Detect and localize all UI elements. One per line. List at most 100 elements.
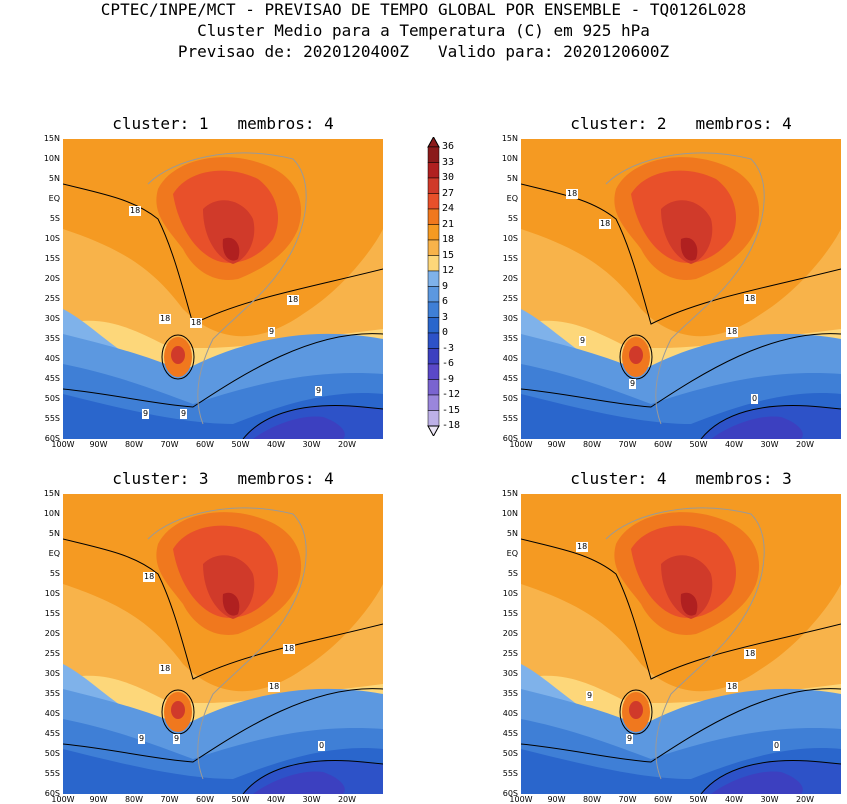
colorbar-level-label: -6 <box>442 358 455 369</box>
lon-tick-label: 100W <box>51 440 75 449</box>
lat-tick-label: 45S <box>44 729 60 738</box>
colorbar-level-label: -3 <box>442 342 455 354</box>
lat-tick-label: 15N <box>501 489 518 498</box>
lat-tick-label: 25S <box>44 294 60 303</box>
colorbar-swatch <box>427 348 440 365</box>
lat-tick-label: 15N <box>501 134 518 143</box>
lat-tick-label: 35S <box>44 334 60 343</box>
colorbar-swatch <box>427 146 440 163</box>
lat-tick-label: 55S <box>502 414 518 423</box>
lat-tick-label: 45S <box>502 729 518 738</box>
colorbar-swatch <box>427 255 440 272</box>
contour-label: 9 <box>315 386 323 396</box>
lat-tick-label: 10S <box>502 234 518 243</box>
lat-tick-label: 15S <box>502 609 518 618</box>
contour-label: 18 <box>287 295 300 305</box>
lon-tick-label: 30W <box>760 795 779 804</box>
lat-tick-label: 50S <box>502 394 518 403</box>
lat-tick-label: 40S <box>44 709 60 718</box>
lat-tick-label: 10S <box>44 234 60 243</box>
contour-label: 9 <box>268 327 276 337</box>
lon-tick-label: 20W <box>795 440 815 449</box>
lat-tick-label: 25S <box>44 649 60 658</box>
contour-label: 18 <box>283 644 296 654</box>
map-panel-4: 18 18 9 9 18 0 <box>521 494 841 794</box>
lat-tick-label: 30S <box>502 314 518 323</box>
contour-label: 18 <box>143 572 156 582</box>
lon-tick-label: 60W <box>195 440 215 449</box>
contour-label: 18 <box>159 664 172 674</box>
map-panel-2: 18 18 18 9 9 18 0 <box>521 139 841 439</box>
colorbar-swatch <box>427 363 440 380</box>
lon-tick-label: 80W <box>124 795 144 804</box>
colorbar-level-label: 33 <box>442 156 455 168</box>
contour-label: 9 <box>180 409 188 419</box>
colorbar-swatch <box>427 162 440 179</box>
lon-tick-label: 20W <box>337 795 357 804</box>
lon-tick-label: 20W <box>337 440 357 449</box>
lat-tick-label: 45S <box>44 374 60 383</box>
panel-title-4: cluster: 4 membros: 3 <box>570 469 792 488</box>
colorbar-svg <box>427 137 440 436</box>
lat-tick-label: 40S <box>44 354 60 363</box>
header-line-1: CPTEC/INPE/MCT - PREVISAO DE TEMPO GLOBA… <box>100 0 747 19</box>
lat-tick-label: 55S <box>502 769 518 778</box>
colorbar-level-label: 12 <box>442 265 455 276</box>
temperature-field-1 <box>63 139 383 439</box>
lon-tick-label: 80W <box>124 440 144 449</box>
lat-tick-label: 5N <box>48 529 60 538</box>
lat-tick-label: 60S <box>502 789 518 798</box>
contour-label: 18 <box>159 314 172 324</box>
contour-label: 18 <box>726 327 739 337</box>
lat-tick-label: EQ <box>506 194 518 203</box>
contour-label: 9 <box>173 734 181 744</box>
lon-tick-label: 40W <box>724 795 744 804</box>
temperature-field-4 <box>521 494 841 794</box>
lat-tick-label: 5S <box>49 214 60 223</box>
contour-label: 18 <box>268 682 281 692</box>
lon-tick-label: 90W <box>547 795 566 804</box>
temperature-field-2 <box>521 139 841 439</box>
colorbar-level-label: 27 <box>442 187 455 199</box>
contour-label: 9 <box>138 734 146 744</box>
lat-tick-label: 40S <box>502 354 518 363</box>
lat-tick-label: 25S <box>502 294 518 303</box>
map-panel-3: 18 18 18 9 9 18 0 <box>63 494 383 794</box>
lon-tick-label: 50W <box>689 440 708 449</box>
lat-tick-label: 15S <box>44 254 60 263</box>
colorbar-level-label: -12 <box>442 389 461 400</box>
contour-label: 18 <box>566 189 579 199</box>
lat-tick-label: 25S <box>502 649 518 658</box>
lon-tick-label: 90W <box>89 440 108 449</box>
lat-tick-label: EQ <box>48 549 60 558</box>
lon-tick-label: 40W <box>266 795 286 804</box>
lat-tick-label: 10N <box>43 509 60 518</box>
lat-tick-label: 10N <box>43 154 60 163</box>
lat-tick-label: 35S <box>502 689 518 698</box>
panel-title-3: cluster: 3 membros: 4 <box>112 469 334 488</box>
contour-label: 18 <box>129 206 142 216</box>
lon-tick-label: 30W <box>302 795 321 804</box>
contour-label: 18 <box>576 542 589 552</box>
lat-tick-label: 20S <box>44 274 60 283</box>
contour-label: 0 <box>773 741 781 751</box>
lat-tick-label: 10S <box>44 589 60 598</box>
lon-tick-label: 60W <box>653 795 673 804</box>
lat-tick-label: 40S <box>502 709 518 718</box>
colorbar-swatch <box>427 332 440 349</box>
lat-tick-label: 10N <box>501 154 518 163</box>
lat-tick-label: 5N <box>506 174 518 183</box>
colorbar-level-label: -15 <box>442 404 461 416</box>
lon-tick-label: 50W <box>231 440 250 449</box>
colorbar-level-label: 0 <box>442 327 449 338</box>
lon-tick-label: 40W <box>724 440 744 449</box>
lat-tick-label: 55S <box>44 414 60 423</box>
lat-tick-label: 5N <box>506 529 518 538</box>
lat-tick-label: 50S <box>44 749 60 758</box>
colorbar-swatch <box>427 193 440 210</box>
colorbar-swatch <box>427 239 440 256</box>
lon-tick-label: 20W <box>795 795 815 804</box>
contour-label: 9 <box>629 379 637 389</box>
lat-tick-label: 60S <box>44 789 60 798</box>
contour-label: 9 <box>626 734 634 744</box>
